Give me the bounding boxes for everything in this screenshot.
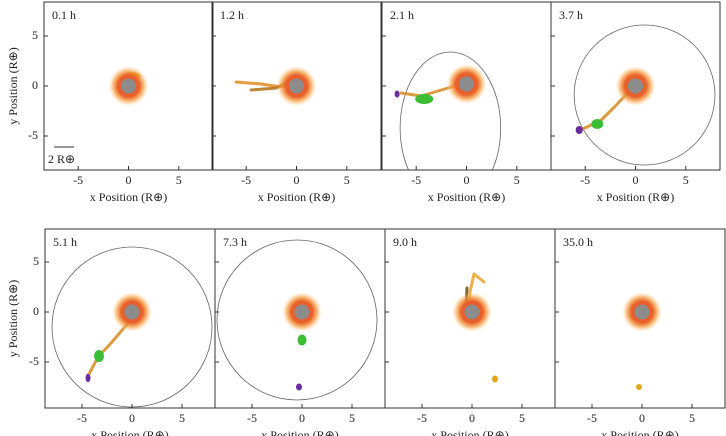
planet-core <box>294 304 310 320</box>
panel-content <box>51 246 213 408</box>
panel-content <box>622 292 662 390</box>
x-tick-label: -5 <box>417 411 427 425</box>
time-label: 35.0 h <box>563 235 593 249</box>
time-label: 7.3 h <box>223 235 247 249</box>
planet-core <box>120 78 137 94</box>
time-label: 5.1 h <box>53 235 77 249</box>
debris-clump <box>297 334 307 346</box>
panel: 9.0 h -5 0 5 x Position (R⊕) <box>384 228 556 436</box>
panel-content <box>394 51 502 170</box>
panel-frame <box>554 228 726 409</box>
panel-content <box>108 65 149 107</box>
y-tick-label: 0 <box>33 304 39 318</box>
x-tick-label: 5 <box>349 411 355 425</box>
panel: 0.1 h -5 0 5 -5 0 5 x Position (R⊕) 2 R⊕ <box>28 1 214 204</box>
planet-core <box>458 76 475 92</box>
x-tick-label: 0 <box>126 173 132 187</box>
time-label: 3.7 h <box>559 8 583 22</box>
panel-content <box>573 24 716 166</box>
planet-core <box>288 78 305 94</box>
panel-content <box>216 239 378 401</box>
x-tick-label: 0 <box>469 411 475 425</box>
y-tick-label: -5 <box>28 128 38 142</box>
time-label: 0.1 h <box>52 8 76 22</box>
x-tick-label: 5 <box>519 411 525 425</box>
x-tick-label: 5 <box>683 173 689 187</box>
debris-clump <box>296 383 302 391</box>
debris-clump <box>591 119 604 129</box>
y-axis-label: y Position (R⊕) <box>6 47 20 124</box>
x-tick-label: 0 <box>639 411 645 425</box>
x-tick-label: -5 <box>411 173 421 187</box>
time-label: 1.2 h <box>220 8 244 22</box>
planet-core <box>627 78 644 94</box>
panel-content <box>452 272 498 383</box>
planet-core <box>464 304 480 320</box>
y-tick-label: -5 <box>29 354 39 368</box>
x-tick-label: 0 <box>464 173 470 187</box>
x-axis-label: x Position (R⊕) <box>597 190 674 204</box>
y-axis-label: y Position (R⊕) <box>6 280 20 357</box>
x-tick-label: 5 <box>344 173 350 187</box>
debris-clump <box>636 384 642 390</box>
y-tick-label: 5 <box>32 28 38 42</box>
panel: 3.7 h -5 0 5 x Position (R⊕) <box>550 1 721 204</box>
x-axis-label: x Position (R⊕) <box>258 190 335 204</box>
x-tick-label: -5 <box>77 411 87 425</box>
x-tick-label: 5 <box>514 173 520 187</box>
planet-core <box>634 304 650 320</box>
x-tick-label: 0 <box>129 411 135 425</box>
x-tick-label: -5 <box>73 173 83 187</box>
x-axis-label: x Position (R⊕) <box>91 428 168 436</box>
debris-clump <box>492 375 498 383</box>
y-tick-label: 0 <box>32 78 38 92</box>
x-axis-label: x Position (R⊕) <box>601 428 678 436</box>
scale-bar-label: 2 R⊕ <box>48 152 75 166</box>
debris-stream <box>86 320 131 378</box>
debris-clump <box>415 94 434 104</box>
panel: 2.1 h -5 0 5 x Position (R⊕) <box>381 1 552 204</box>
x-axis-label: x Position (R⊕) <box>428 190 505 204</box>
x-axis-label: x Position (R⊕) <box>261 428 338 436</box>
x-tick-label: 0 <box>299 411 305 425</box>
time-label: 9.0 h <box>393 235 417 249</box>
debris-clump <box>394 90 400 98</box>
x-tick-label: -5 <box>247 411 257 425</box>
x-axis-label: x Position (R⊕) <box>90 190 167 204</box>
planet-core <box>124 304 140 320</box>
x-tick-label: -5 <box>241 173 251 187</box>
x-tick-label: 0 <box>294 173 300 187</box>
x-tick-label: 0 <box>633 173 639 187</box>
orbit <box>573 24 716 166</box>
panel: 1.2 h -5 0 5 x Position (R⊕) <box>211 1 382 204</box>
panel: 7.3 h -5 0 5 x Position (R⊕) <box>214 228 386 436</box>
x-tick-label: -5 <box>580 173 590 187</box>
panel: 5.1 h -5 0 5 -5 0 5 x Position (R⊕) <box>29 228 216 436</box>
debris-clump <box>575 126 583 134</box>
panel: 35.0 h -5 0 5 x Position (R⊕) <box>554 228 726 436</box>
x-axis-label: x Position (R⊕) <box>431 428 508 436</box>
debris-clump <box>85 374 91 382</box>
orbit <box>399 51 502 170</box>
y-tick-label: 5 <box>33 254 39 268</box>
orbit <box>216 239 378 401</box>
debris-clump <box>94 350 104 362</box>
x-tick-label: -5 <box>587 411 597 425</box>
x-tick-label: 5 <box>179 411 185 425</box>
panel-content <box>234 65 317 107</box>
x-tick-label: 5 <box>176 173 182 187</box>
x-tick-label: 5 <box>689 411 695 425</box>
time-label: 2.1 h <box>390 8 414 22</box>
